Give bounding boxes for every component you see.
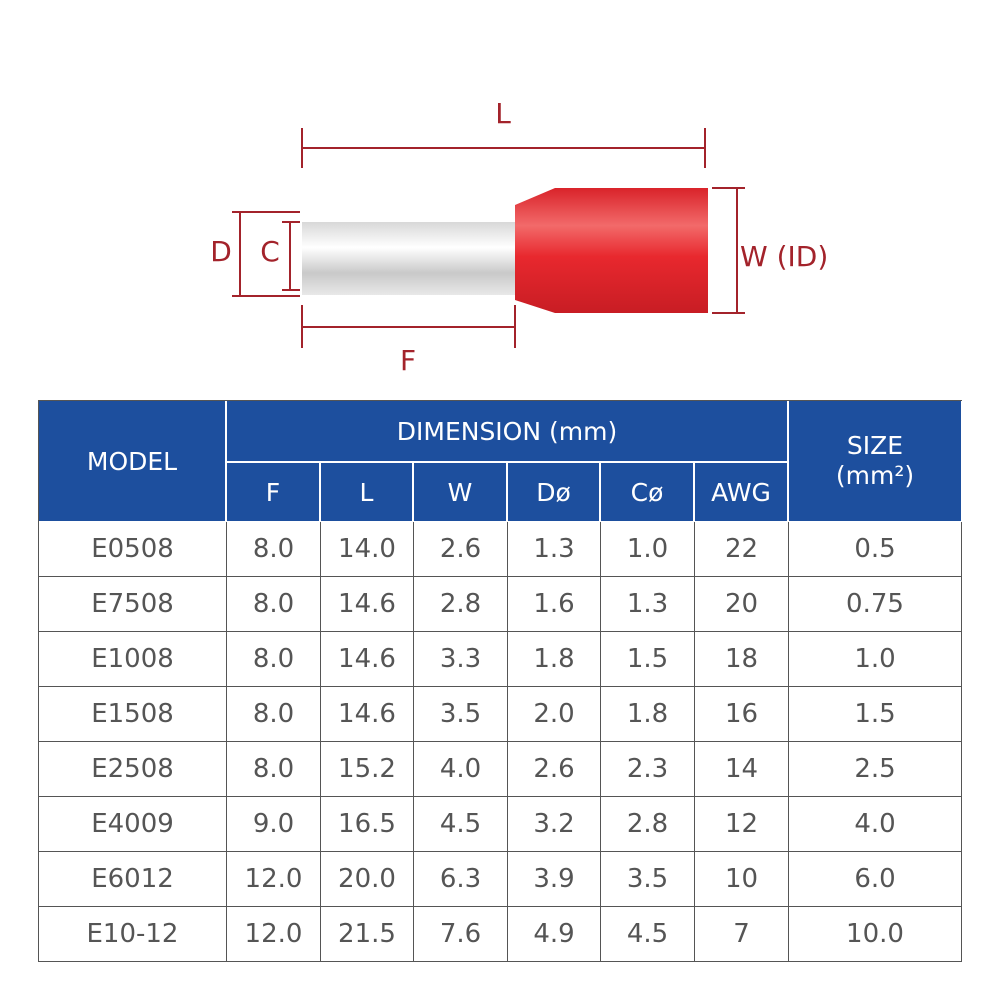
model-cell: E1008 [39,632,227,687]
model-cell: E1508 [39,687,227,742]
value-cell: 14.6 [321,687,414,742]
value-cell: 8.0 [227,742,321,797]
value-cell: 1.3 [508,522,601,577]
value-cell: 8.0 [227,522,321,577]
label-c: C [260,235,280,268]
model-cell: E7508 [39,577,227,632]
header-column: Cø [601,463,695,523]
value-cell: 14.0 [321,522,414,577]
value-cell: 18 [695,632,789,687]
value-cell: 10.0 [789,907,962,962]
header-size-unit: (mm²) [835,461,915,490]
value-cell: 1.5 [789,687,962,742]
value-cell: 1.5 [601,632,695,687]
header-column: F [227,463,321,523]
value-cell: 3.2 [508,797,601,852]
value-cell: 8.0 [227,577,321,632]
spec-table: MODEL DIMENSION (mm) SIZE (mm²) F L W Dø Cø A… [38,400,963,962]
value-cell: 14.6 [321,632,414,687]
value-cell: 4.9 [508,907,601,962]
header-column: AWG [695,463,789,523]
label-f: F [400,344,416,377]
value-cell: 1.3 [601,577,695,632]
header-size: SIZE (mm²) [789,401,963,523]
value-cell: 4.0 [789,797,962,852]
value-cell: 14.6 [321,577,414,632]
value-cell: 2.6 [508,742,601,797]
value-cell: 22 [695,522,789,577]
insulation-collar [515,188,708,313]
value-cell: 9.0 [227,797,321,852]
value-cell: 12.0 [227,852,321,907]
label-w: W (ID) [740,240,828,273]
value-cell: 1.0 [789,632,962,687]
value-cell: 4.5 [601,907,695,962]
value-cell: 1.0 [601,522,695,577]
value-cell: 1.6 [508,577,601,632]
value-cell: 8.0 [227,687,321,742]
model-cell: E4009 [39,797,227,852]
value-cell: 2.0 [508,687,601,742]
value-cell: 3.9 [508,852,601,907]
value-cell: 16.5 [321,797,414,852]
dimension-lines [232,128,745,348]
header-dimension: DIMENSION (mm) [227,401,789,463]
value-cell: 6.3 [414,852,508,907]
value-cell: 8.0 [227,632,321,687]
value-cell: 15.2 [321,742,414,797]
header-column: L [321,463,414,523]
value-cell: 4.5 [414,797,508,852]
value-cell: 21.5 [321,907,414,962]
value-cell: 0.75 [789,577,962,632]
header-model: MODEL [39,401,227,523]
header-size-label: SIZE [846,431,904,460]
model-cell: E2508 [39,742,227,797]
value-cell: 2.8 [414,577,508,632]
value-cell: 6.0 [789,852,962,907]
value-cell: 12.0 [227,907,321,962]
value-cell: 3.5 [414,687,508,742]
value-cell: 2.6 [414,522,508,577]
value-cell: 1.8 [508,632,601,687]
model-cell: E6012 [39,852,227,907]
model-cell: E0508 [39,522,227,577]
model-cell: E10-12 [39,907,227,962]
value-cell: 20.0 [321,852,414,907]
ferrule-diagram: L D C W (ID) F [210,97,828,377]
value-cell: 7.6 [414,907,508,962]
value-cell: 2.8 [601,797,695,852]
metal-tube [302,222,518,295]
value-cell: 2.3 [601,742,695,797]
value-cell: 4.0 [414,742,508,797]
value-cell: 3.5 [601,852,695,907]
value-cell: 2.5 [789,742,962,797]
label-d: D [210,235,232,268]
label-l: L [495,97,511,130]
value-cell: 16 [695,687,789,742]
value-cell: 1.8 [601,687,695,742]
value-cell: 7 [695,907,789,962]
value-cell: 0.5 [789,522,962,577]
header-column: W [414,463,508,523]
value-cell: 3.3 [414,632,508,687]
value-cell: 10 [695,852,789,907]
value-cell: 20 [695,577,789,632]
header-column: Dø [508,463,601,523]
value-cell: 12 [695,797,789,852]
value-cell: 14 [695,742,789,797]
